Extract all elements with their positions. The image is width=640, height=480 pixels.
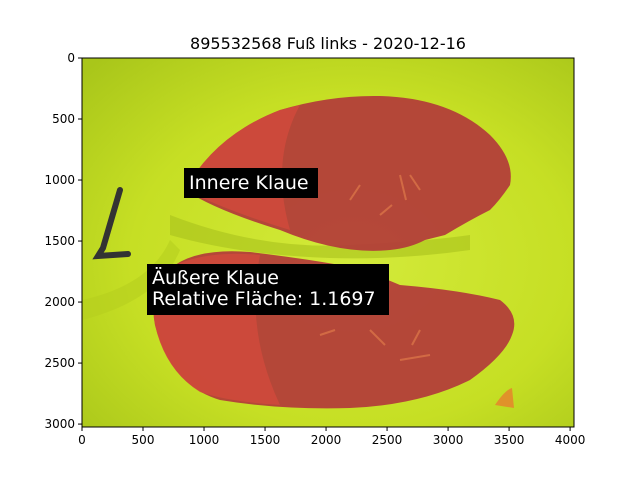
x-tick-label: 500 [132, 433, 155, 447]
inner-claw-label-box [184, 168, 318, 198]
x-tick-label: 1500 [250, 433, 281, 447]
y-tick-label: 500 [52, 112, 75, 126]
x-tick-label: 3000 [433, 433, 464, 447]
outer-claw-label: Äußere Klaue Relative Fläche: 1.1697 [147, 264, 389, 315]
x-tick-label: 2500 [372, 433, 403, 447]
y-tick-label: 1500 [44, 234, 75, 248]
x-axis: 0 500 1000 1500 2000 2500 3000 3500 4000 [78, 427, 585, 447]
y-tick-label: 3000 [44, 417, 75, 431]
figure-title: 895532568 Fuß links - 2020-12-16 [190, 34, 466, 53]
outer-claw-label-line1: Äußere Klaue [152, 266, 279, 289]
outer-claw-label-box [147, 264, 389, 315]
inner-claw-label-text: Innere Klaue [189, 172, 309, 194]
x-tick-label: 2000 [311, 433, 342, 447]
outer-claw-label-line2: Relative Fläche: 1.1697 [152, 288, 376, 310]
x-tick-label: 3500 [494, 433, 525, 447]
marker-l-shape [92, 187, 131, 260]
x-tick-label: 0 [78, 433, 86, 447]
y-tick-label: 0 [67, 51, 75, 65]
inner-claw-label: Innere Klaue [184, 168, 318, 198]
x-tick-label: 4000 [555, 433, 586, 447]
x-tick-label: 1000 [189, 433, 220, 447]
y-tick-label: 1000 [44, 173, 75, 187]
y-tick-label: 2000 [44, 295, 75, 309]
y-axis: 0 500 1000 1500 2000 2500 3000 [44, 51, 82, 431]
y-tick-label: 2500 [44, 356, 75, 370]
photo-area [81, 57, 575, 428]
